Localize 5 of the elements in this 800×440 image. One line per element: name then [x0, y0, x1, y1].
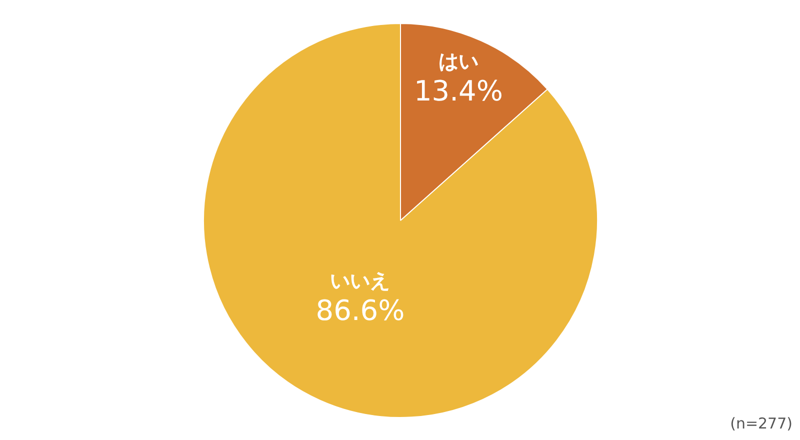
data-label: 13.4%	[414, 74, 503, 108]
slice-label: はい	[438, 49, 478, 74]
slice-label: いいえ	[330, 268, 390, 292]
data-label: 86.6%	[316, 294, 405, 327]
text: (n=277)	[730, 414, 793, 432]
